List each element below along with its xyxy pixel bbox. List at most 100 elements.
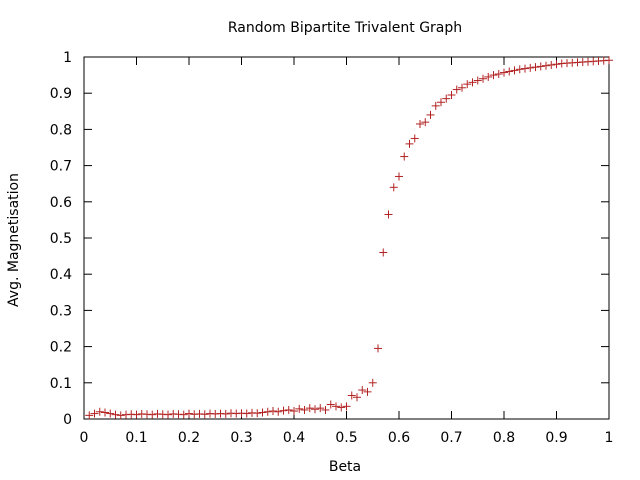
data-points — [85, 56, 613, 420]
data-point — [426, 110, 435, 119]
data-point — [342, 402, 351, 411]
data-point — [116, 411, 125, 420]
data-point — [484, 72, 493, 81]
data-point — [284, 405, 293, 414]
data-point — [358, 386, 367, 395]
data-point — [410, 134, 419, 143]
data-point — [542, 61, 550, 70]
data-point — [384, 210, 393, 219]
data-point — [458, 83, 466, 92]
data-point — [500, 68, 508, 77]
data-point — [85, 411, 94, 420]
data-point — [274, 407, 283, 416]
data-point — [379, 248, 388, 257]
data-point — [305, 404, 314, 413]
data-point — [395, 172, 403, 181]
data-point — [605, 56, 613, 65]
y-tick-label: 0.7 — [50, 159, 72, 175]
y-tick-label: 0.8 — [50, 122, 72, 138]
data-point — [389, 183, 398, 192]
data-point — [253, 409, 262, 418]
data-point — [368, 378, 377, 387]
y-tick-label: 0.2 — [50, 340, 72, 356]
data-point — [242, 409, 251, 418]
data-point — [164, 410, 172, 419]
data-point — [421, 118, 430, 127]
data-point — [90, 409, 99, 418]
data-point — [300, 405, 309, 414]
data-point — [148, 410, 157, 419]
data-point — [279, 406, 288, 415]
data-point — [531, 63, 540, 72]
data-point — [479, 74, 487, 83]
data-point — [337, 403, 346, 412]
x-tick-label: 0.2 — [178, 430, 200, 446]
data-point — [185, 409, 193, 418]
y-tick-label: 0.3 — [50, 303, 72, 319]
data-point — [321, 405, 330, 414]
y-tick-label: 0.1 — [50, 376, 72, 392]
data-point — [363, 387, 372, 396]
chart-title: Random Bipartite Trivalent Graph — [228, 20, 462, 36]
data-point — [447, 91, 456, 100]
x-tick-label: 0.1 — [125, 430, 147, 446]
data-point — [132, 410, 141, 419]
data-point — [452, 85, 461, 94]
data-point — [200, 410, 209, 419]
y-tick-label: 0 — [63, 412, 72, 428]
y-axis-label: Avg. Magnetisation — [6, 173, 22, 307]
data-point — [400, 152, 409, 161]
x-tick-label: 0.7 — [440, 430, 462, 446]
data-point — [463, 80, 472, 89]
data-point — [347, 391, 356, 400]
data-point — [179, 410, 188, 419]
data-point — [489, 71, 498, 80]
x-axis-label: Beta — [329, 459, 361, 475]
data-point — [526, 63, 535, 72]
x-tick-label: 0.3 — [230, 430, 252, 446]
x-tick-label: 0.4 — [283, 430, 305, 446]
data-point — [473, 76, 482, 85]
y-tick-label: 0.4 — [50, 267, 72, 283]
data-point — [552, 60, 561, 69]
data-point — [258, 408, 267, 417]
data-point — [431, 101, 440, 110]
data-point — [106, 409, 115, 418]
x-tick-labels: 0 0.1 0.2 0.3 0.4 0.5 0.6 0.7 0.8 0.9 1 — [80, 430, 614, 446]
data-point — [510, 66, 519, 75]
data-point — [311, 405, 319, 414]
x-tick-label: 1 — [605, 430, 614, 446]
data-point — [442, 94, 451, 103]
data-point — [332, 402, 340, 411]
data-point — [468, 78, 477, 87]
data-point — [521, 64, 529, 73]
data-point — [353, 393, 361, 402]
data-point — [494, 70, 503, 79]
x-tick-label: 0.6 — [388, 430, 410, 446]
y-tick-label: 0.6 — [50, 195, 72, 211]
x-tick-label: 0.5 — [335, 430, 357, 446]
data-point — [95, 407, 104, 416]
y-tick-label: 1 — [63, 50, 72, 66]
y-tick-label: 0.9 — [50, 86, 72, 102]
data-point — [316, 404, 325, 413]
plot-area — [83, 56, 610, 420]
x-tick-label: 0 — [80, 430, 89, 446]
data-point — [536, 62, 545, 71]
data-point — [263, 407, 272, 416]
data-point — [326, 400, 335, 409]
data-point — [374, 344, 382, 353]
x-tick-label: 0.9 — [545, 430, 567, 446]
y-tick-labels: 0 0.1 0.2 0.3 0.4 0.5 0.6 0.7 0.8 0.9 1 — [50, 50, 72, 428]
x-tick-label: 0.8 — [493, 430, 515, 446]
data-point — [416, 119, 424, 128]
data-point — [269, 407, 277, 416]
data-point — [221, 409, 230, 418]
data-point — [515, 65, 524, 74]
data-point — [437, 98, 445, 107]
data-point — [111, 410, 120, 419]
data-point — [505, 67, 514, 76]
data-point — [547, 60, 556, 69]
data-point — [295, 404, 304, 413]
